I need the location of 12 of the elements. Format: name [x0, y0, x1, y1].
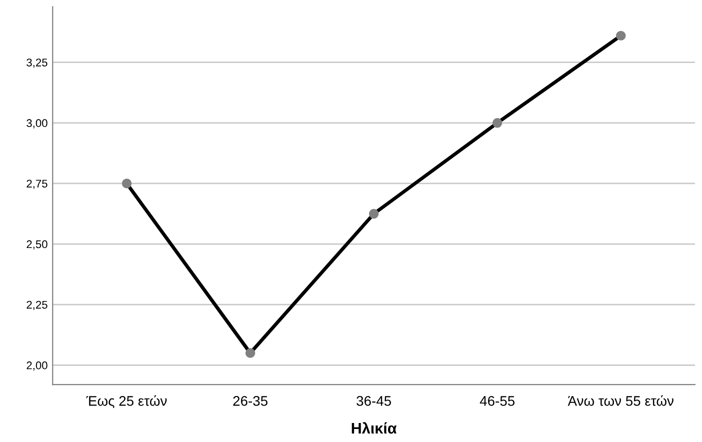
y-tick-label: 2,75: [26, 180, 48, 189]
x-tick-label: 26-35: [233, 396, 268, 406]
y-tick-label: 3,00: [26, 119, 48, 128]
x-tick-label: 46-55: [480, 396, 515, 406]
x-axis-title: Ηλικία: [352, 422, 397, 434]
y-tick-label: 2,50: [26, 240, 48, 250]
x-tick-label: Έως 25 ετών: [86, 395, 167, 408]
y-tick-label: 3,25: [26, 58, 48, 68]
x-tick-label: 36-45: [356, 396, 391, 406]
y-tick-label: 2,00: [26, 361, 48, 371]
y-tick-label: 2,25: [26, 300, 48, 310]
x-tick-label: Άνω των 55 ετών: [568, 395, 674, 406]
